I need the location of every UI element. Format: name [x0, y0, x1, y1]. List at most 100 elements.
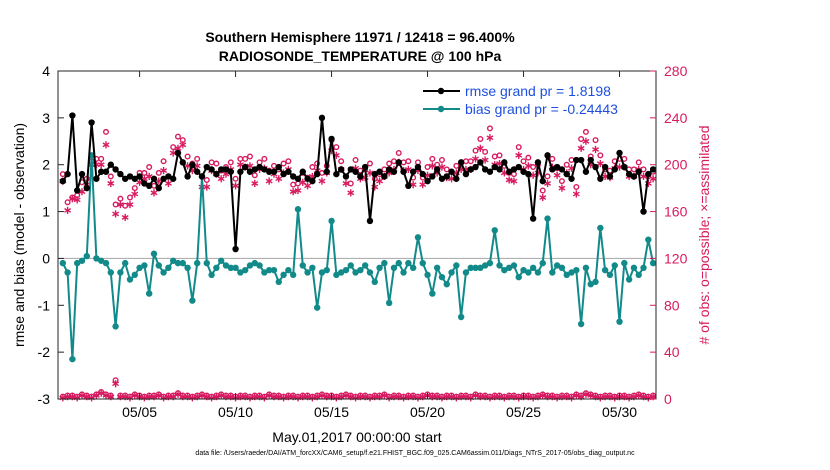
bias-series-point [59, 259, 66, 267]
obs-assimilated-stroke [347, 190, 355, 196]
obs-possible-marker [280, 160, 287, 167]
obs-possible-marker [352, 157, 359, 164]
rmse-series-point [539, 177, 546, 185]
rmse-series-point [69, 112, 76, 119]
obs-possible-marker [290, 181, 297, 188]
obs-assimilated-marker [97, 161, 105, 169]
obs-possible-marker [146, 164, 153, 171]
bias-series-point [251, 259, 258, 267]
obs-possible-marker [405, 158, 412, 165]
rmse-series-point [625, 170, 633, 178]
bias-series-point [304, 269, 311, 276]
rmse-series-point [505, 168, 513, 175]
rmse-series-point [155, 184, 162, 192]
rmse-series-point [227, 168, 234, 175]
obs-possible-marker [309, 164, 316, 171]
bias-series-point [352, 269, 359, 276]
obs-assimilated-marker [102, 141, 110, 149]
obs-possible-marker [347, 180, 354, 187]
bias-series-point [294, 206, 302, 213]
bias-series-point [381, 259, 388, 267]
y-right-tick-label: 80 [664, 297, 680, 313]
obs-assimilated-stroke [150, 190, 158, 196]
legend: rmse grand pr = 1.8198 bias grand pr = -… [423, 83, 618, 117]
chart-title-line2: RADIOSONDE_TEMPERATURE @ 100 hPa [219, 48, 502, 64]
rmse-series-point [390, 168, 398, 175]
rmse-series-point [453, 175, 460, 182]
rmse-series-point [371, 170, 378, 178]
bias-series-point [323, 266, 330, 274]
bias-series-point [645, 236, 652, 243]
bias-series-point [414, 234, 422, 241]
bias-series-point [587, 281, 594, 288]
bias-series-point [433, 264, 441, 271]
obs-assimilated-marker [486, 134, 494, 142]
rmse-series-point [582, 168, 590, 175]
bias-series-point [102, 259, 110, 267]
bias-series-point [467, 264, 474, 271]
bias-series-point [241, 266, 249, 274]
bias-series-point [337, 269, 345, 276]
bias-series-point [481, 262, 489, 269]
obs-possible-marker [285, 158, 292, 165]
obs-assimilated-stroke [116, 202, 124, 207]
bias-series-point [553, 262, 561, 269]
obs-possible-marker [549, 155, 556, 162]
obs-possible-marker [64, 199, 71, 206]
bias-series-point [227, 264, 234, 271]
rmse-series-point [337, 166, 345, 173]
rmse-series-point [246, 168, 254, 175]
rmse-series-point [448, 168, 455, 175]
rmse-series-point [78, 170, 86, 178]
y-left-tick-label: 0 [42, 250, 50, 266]
bias-series-point [400, 269, 407, 276]
bias-series-point [145, 290, 153, 297]
bias-series-point [366, 269, 374, 276]
obs-assimilated-stroke [251, 181, 259, 186]
obs-possible-marker [251, 172, 258, 179]
bias-series-point [630, 264, 638, 271]
bias-series-point [419, 259, 426, 267]
y-axis-left-label: rmse and bias (model - observation) [11, 123, 27, 347]
obs-possible-marker [333, 144, 340, 151]
rmse-series-point [529, 215, 537, 222]
rmse-series-point [486, 168, 494, 175]
obs-assimilated-stroke [649, 394, 657, 400]
bias-series-point [246, 262, 254, 269]
bias-series-point [376, 264, 383, 271]
bias-series-point [649, 259, 657, 267]
bias-series-point [174, 259, 182, 267]
bias-series-point [107, 269, 114, 276]
rmse-series-point [592, 163, 599, 171]
obs-possible-marker [386, 160, 393, 167]
rmse-series-point [88, 119, 95, 126]
obs-assimilated-stroke [107, 394, 115, 400]
rmse-series-point [510, 166, 518, 173]
rmse-series-point [573, 156, 580, 164]
bias-series-point [477, 264, 484, 271]
bias-series-point [313, 304, 321, 311]
obs-possible-marker [443, 166, 450, 173]
obs-assimilated-marker [73, 196, 81, 204]
obs-possible-marker [261, 155, 268, 162]
obs-possible-marker [496, 152, 503, 159]
obs-assimilated-stroke [73, 197, 81, 203]
obs-assimilated-marker [304, 182, 312, 190]
rmse-series-point [237, 168, 244, 175]
obs-assimilated-stroke [318, 178, 326, 184]
obs-possible-marker [630, 166, 637, 173]
bias-series-point [539, 259, 546, 267]
bias-series-point [179, 259, 186, 267]
bias-series-point [232, 264, 239, 271]
bias-series-point [640, 264, 647, 271]
bias-series-point [141, 262, 148, 269]
obs-assimilated-stroke [121, 215, 129, 220]
obs-assimilated-marker [64, 206, 72, 214]
rmse-series-point [472, 163, 479, 171]
bias-series-point [203, 259, 210, 267]
obs-assimilated-marker [376, 177, 384, 185]
rmse-series-point [424, 177, 431, 185]
obs-possible-marker [107, 173, 114, 180]
obs-possible-marker [155, 169, 162, 176]
